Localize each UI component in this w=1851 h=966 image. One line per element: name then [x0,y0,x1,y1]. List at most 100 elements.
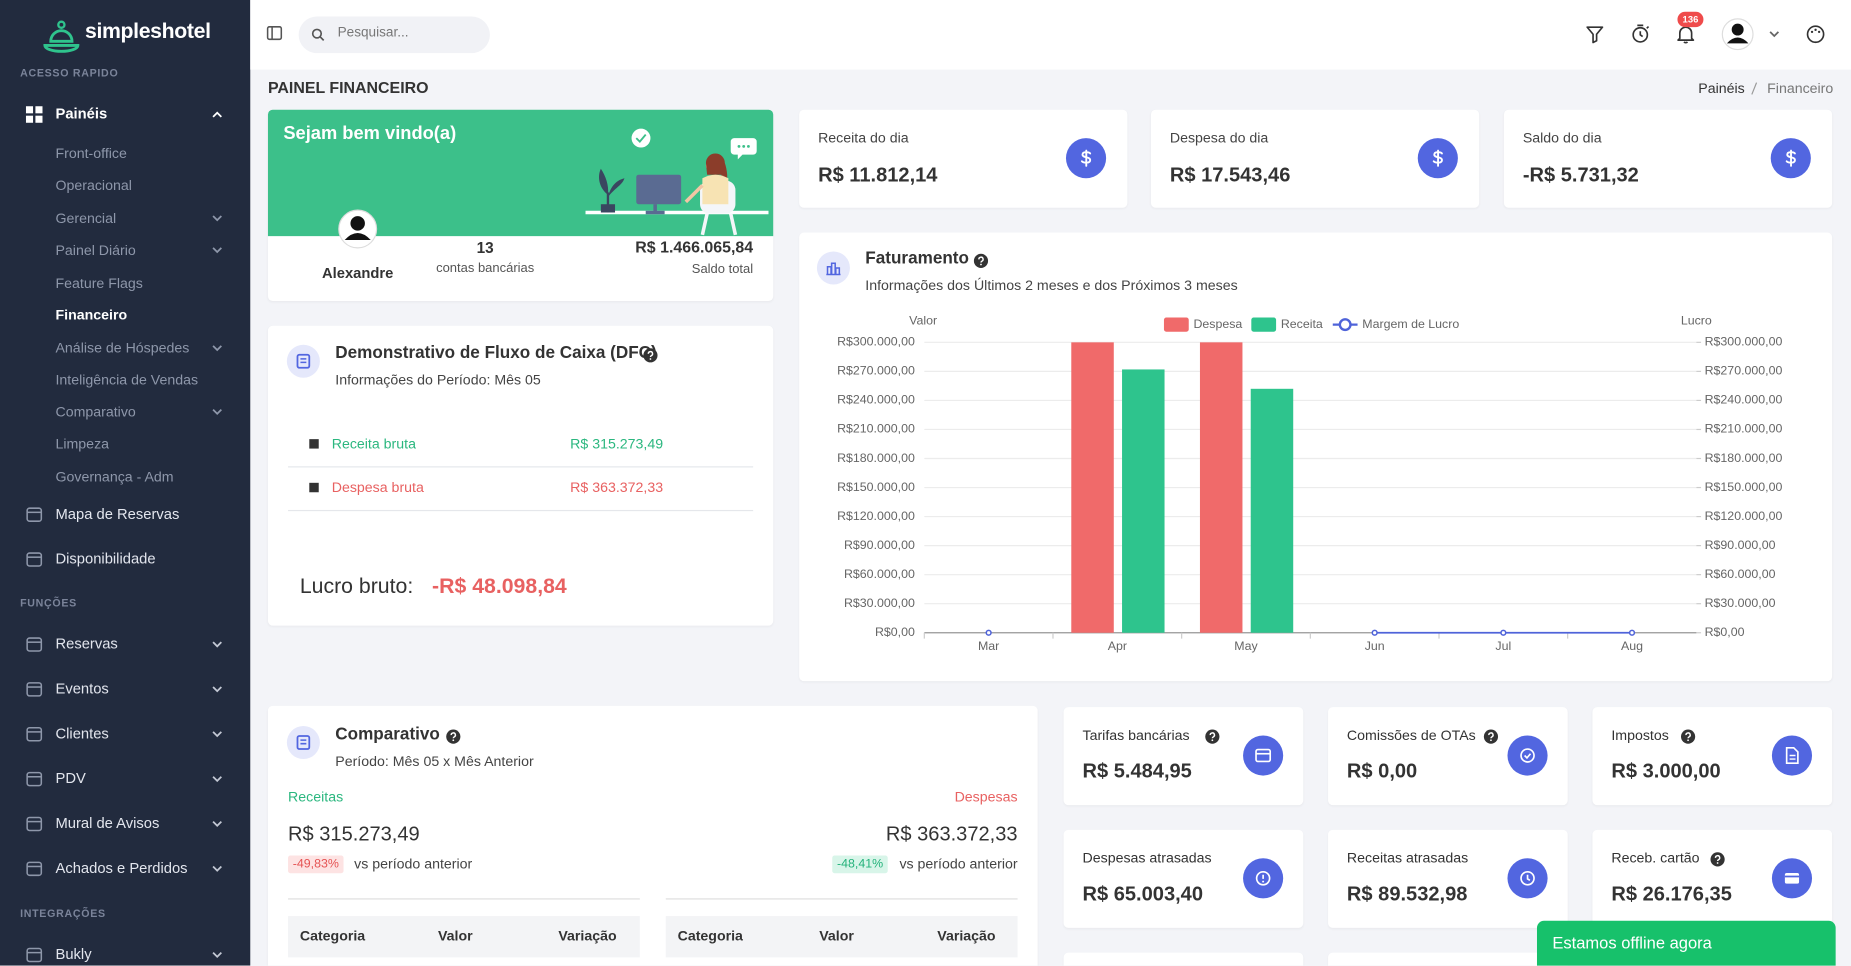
menu-item[interactable]: Bukly [55,946,92,963]
submenu-item[interactable]: Feature Flags [55,274,143,292]
caret [212,865,222,872]
chart: Valor Lucro R$0,00 R$30.000,00 R$60.000,00 R$… [837,313,1783,653]
table-header-cell: Variação [937,927,996,945]
column-label: Receitas [288,788,344,805]
icon-part [1785,747,1799,765]
submenu-item[interactable]: Gerencial [55,209,117,227]
x-tick-label: Jun [1365,639,1385,653]
submenu-item[interactable]: Inteligência de Vendas [55,371,199,389]
submenu-item[interactable]: Limpeza [55,435,110,452]
icon-part [212,820,222,827]
notification-badge [1677,11,1704,28]
y2-tick-label: R$240.000,00 [1705,393,1783,407]
help-icon [446,729,461,744]
line-point [1371,629,1378,636]
icon-part [26,682,43,697]
menu-item[interactable]: Mapa de Reservas [55,505,180,523]
menu-item[interactable]: PDV [55,770,86,787]
icon-part [286,725,320,760]
chart-title: Faturamento [865,249,969,269]
card-label: Impostos [1611,726,1669,744]
submenu-item[interactable]: Painel Diário [55,241,136,259]
logo [43,20,80,53]
user-name: Alexandre [322,265,394,282]
icon-part [1817,30,1821,34]
y-tick-label: R$270.000,00 [837,364,915,378]
bell-icon[interactable] [1676,24,1695,44]
sidebar-toggle[interactable] [266,26,283,41]
icon-part [1209,732,1216,739]
menu-item[interactable]: Painéis [55,105,108,123]
submenu-item[interactable]: Comparativo [55,403,136,421]
change-badge: -49,83% [288,855,344,873]
icon-part [212,345,222,352]
breadcrumb-link[interactable]: Painéis [1698,80,1745,97]
icon-part [1731,23,1744,36]
menu-item[interactable]: Clientes [55,725,109,742]
row-value: R$ 315.273,49 [570,435,664,452]
icon-part [1710,852,1725,867]
theme-icon[interactable] [1806,25,1825,44]
search-icon [311,28,325,41]
table-header [665,916,1018,958]
accounts-label: contas bancárias [436,261,535,276]
submenu-item[interactable]: Análise de Hóspedes [55,339,190,357]
icon-part [978,256,984,263]
x-tick-label: May [1234,639,1258,653]
icon-part [1262,880,1265,883]
x-tick-label: Apr [1108,639,1127,653]
avatar [1721,18,1754,51]
y2-tick-label: R$120.000,00 [1705,509,1783,523]
avatar [338,209,378,249]
icon-part [702,174,729,205]
row-label: Despesa bruta [331,479,424,496]
table-top-border [665,898,1018,900]
menu-icon [26,726,43,742]
menu-item[interactable]: Disponibilidade [55,550,156,568]
row-bullet [309,482,319,493]
menu-item[interactable]: Achados e Perdidos [55,859,188,877]
search-box[interactable] [298,16,490,54]
menu-item[interactable]: Mural de Avisos [55,815,160,832]
submenu-item[interactable]: Financeiro [55,306,128,324]
submenu-item[interactable]: Governança - Adm [55,468,174,485]
timer-icon[interactable] [1630,24,1650,44]
legend-label: Despesa [1193,317,1242,331]
menu-item[interactable]: Reservas [55,635,118,653]
card-value: R$ 3.000,00 [1611,759,1721,783]
icon-part [344,233,371,241]
submenu-item[interactable]: Operacional [55,176,132,194]
filter-icon[interactable] [1585,25,1604,44]
icon-part [212,215,222,222]
menu-item[interactable]: Eventos [55,680,109,698]
line-point [1628,629,1636,636]
icon-part [1677,26,1695,41]
card-value: R$ 65.003,40 [1082,882,1204,906]
icon-part [636,174,682,205]
page-title: PAINEL FINANCEIRO [267,78,429,97]
chat-widget[interactable] [1536,920,1836,966]
y-tick-label: R$90.000,00 [844,538,915,552]
icon-part [631,128,651,148]
y2-tick-label: R$0,00 [1705,625,1745,639]
icon-part [1432,149,1443,167]
menu-icon [26,771,43,787]
icon-part [450,732,457,739]
help-icon [1205,729,1220,744]
icon-part [1490,739,1492,742]
icon-part [645,204,665,215]
legend-label: Receita [1281,317,1323,331]
bar [1199,342,1243,633]
icon-part [26,726,43,742]
submenu-item[interactable]: Front-office [55,144,127,162]
icon-part [311,28,323,39]
table-header-cell: Valor [819,927,854,945]
x-tick-label: Jul [1495,639,1511,653]
icon-badge [1243,735,1284,776]
card-label: Tarifas bancárias [1082,726,1190,744]
caret [212,215,222,222]
breadcrumb-current: Financeiro [1767,80,1834,97]
icon-part [980,263,982,266]
icon-part [26,861,43,877]
